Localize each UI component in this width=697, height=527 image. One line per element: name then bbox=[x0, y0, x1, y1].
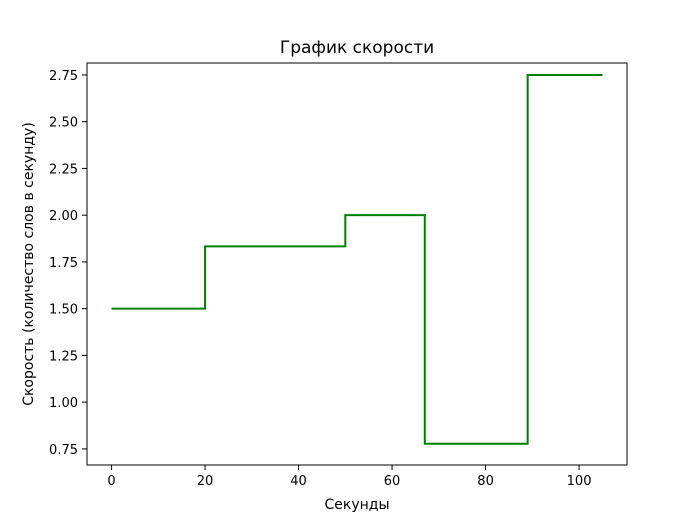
y-tick-label: 1.75 bbox=[49, 256, 78, 271]
chart-title: График скорости bbox=[280, 38, 434, 58]
plot-frame bbox=[86, 62, 628, 466]
y-tick-label: 1.50 bbox=[49, 303, 78, 318]
x-tick-label: 100 bbox=[567, 474, 592, 489]
y-tick-label: 2.75 bbox=[49, 69, 78, 84]
x-axis-label: Секунды bbox=[324, 497, 389, 513]
y-axis-ticks: 0.75 1.00 1.25 1.50 1.75 2.00 2.25 2.50 2.75 bbox=[49, 69, 87, 458]
x-tick-label: 80 bbox=[477, 474, 494, 489]
y-tick-label: 2.00 bbox=[49, 209, 78, 224]
x-axis-ticks: 0 20 40 60 80 100 bbox=[107, 465, 591, 489]
y-tick-label: 2.50 bbox=[49, 116, 78, 131]
y-tick-label: 1.25 bbox=[49, 349, 78, 364]
y-tick-label: 1.00 bbox=[49, 396, 78, 411]
y-tick-label: 0.75 bbox=[49, 443, 78, 458]
x-tick-label: 60 bbox=[384, 474, 401, 489]
x-tick-label: 0 bbox=[107, 474, 115, 489]
x-tick-label: 40 bbox=[290, 474, 307, 489]
y-axis-label: Скорость (количество слов в секунду) bbox=[21, 122, 37, 406]
x-tick-label: 20 bbox=[197, 474, 214, 489]
y-tick-label: 2.25 bbox=[49, 162, 78, 177]
speed-step-line bbox=[111, 73, 603, 445]
